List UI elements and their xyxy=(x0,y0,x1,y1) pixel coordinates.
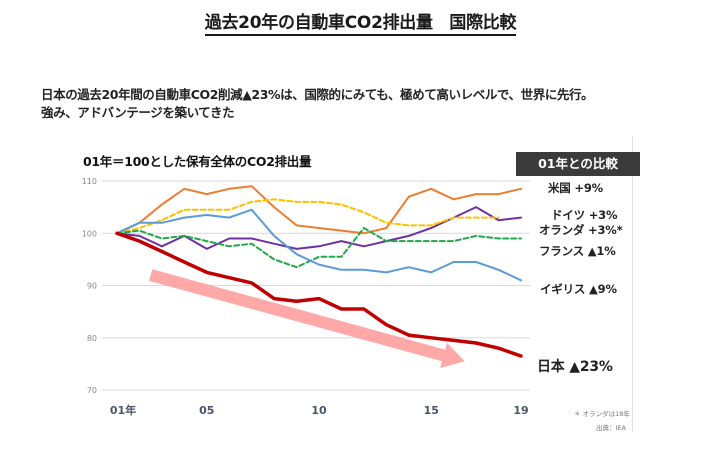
source-note: 出典：IEA xyxy=(596,424,626,432)
x-axis-ticks: 01年 05 10 15 19 xyxy=(110,403,529,417)
y-tick-label-110: 110 xyxy=(82,177,97,186)
panel-divider xyxy=(632,136,633,432)
legend-label-us: 米国 +9% xyxy=(548,181,603,195)
legend-label-germany: ドイツ +3% xyxy=(551,208,618,222)
lead-line-2: 強み、アドバンテージを築いてきた xyxy=(41,105,235,120)
y-tick-label-70: 70 xyxy=(87,386,97,395)
lead-line-1: 日本の過去20年間の自動車CO2削減▲23%は、国際的にみても、極めて高いレベル… xyxy=(41,87,594,102)
series-lines xyxy=(115,185,523,358)
trend-arrow-0 xyxy=(149,269,465,368)
footnote: ＊ オランダは18年 xyxy=(574,410,630,418)
legend-label-uk: イギリス ▲9% xyxy=(540,282,617,296)
y-tick-label-80: 80 xyxy=(87,334,97,343)
legend-label-netherlands: オランダ +3%* xyxy=(539,223,623,237)
legend-label-japan: 日本 ▲23% xyxy=(537,359,613,375)
page-title-text: 過去20年の自動車CO2排出量 国際比較 xyxy=(204,13,517,36)
x-tick-label-2019: 19 xyxy=(513,404,528,417)
compare-badge: 01年との比較 xyxy=(516,152,640,176)
x-tick-label-2015: 15 xyxy=(424,404,439,417)
legend-label-france: フランス ▲1% xyxy=(539,244,616,258)
series-line-5 xyxy=(115,231,523,358)
series-line-2 xyxy=(116,198,500,235)
lead-text: 日本の過去20年間の自動車CO2削減▲23%は、国際的にみても、極めて高いレベル… xyxy=(41,86,594,122)
series-line-4 xyxy=(116,208,522,282)
page-title: 過去20年の自動車CO2排出量 国際比較 xyxy=(0,8,721,36)
chart-title: 01年＝100とした保有全体のCO2排出量 xyxy=(83,154,312,169)
x-tick-label-2001: 01年 xyxy=(110,403,136,417)
x-tick-label-2005: 05 xyxy=(199,404,214,417)
series-line-0 xyxy=(116,185,522,235)
x-tick-label-2010: 10 xyxy=(311,404,327,417)
y-axis-ticks: 70 80 90 100 110 xyxy=(82,177,97,395)
y-tick-label-100: 100 xyxy=(82,229,97,238)
series-line-3 xyxy=(116,227,522,269)
y-tick-label-90: 90 xyxy=(87,282,97,291)
annotations xyxy=(149,269,465,368)
